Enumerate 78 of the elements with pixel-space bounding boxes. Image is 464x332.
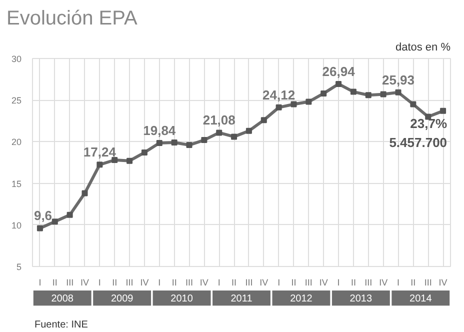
y-tick-label: 25 — [11, 96, 22, 106]
text: 2011 — [230, 294, 253, 305]
point — [395, 89, 402, 96]
point — [320, 90, 327, 96]
point — [410, 101, 416, 108]
point — [365, 92, 372, 98]
x-tick-label: I — [278, 278, 280, 288]
point — [350, 88, 356, 95]
x-tick-label: III — [245, 278, 253, 288]
point — [186, 142, 192, 148]
point — [52, 218, 58, 225]
y-tick-label: 5 — [16, 262, 22, 272]
data-label: 9,6 — [34, 208, 52, 224]
point — [246, 128, 252, 134]
x-tick-label: IV — [260, 278, 268, 288]
point — [336, 80, 342, 87]
y-tick-label: 30 — [11, 54, 22, 64]
text: 2014 — [410, 294, 432, 305]
point — [440, 108, 446, 114]
point — [201, 137, 208, 144]
x-tick-label: III — [424, 278, 432, 288]
x-tick-label: I — [397, 278, 400, 288]
point — [290, 101, 297, 108]
x-tick-label: I — [38, 278, 42, 288]
point — [260, 117, 267, 124]
point — [141, 150, 148, 156]
x-tick-label: II — [350, 278, 356, 288]
point — [126, 158, 133, 164]
x-tick-label: III — [364, 278, 372, 288]
x-tick-label: III — [126, 278, 134, 288]
x-tick-label: IV — [438, 278, 448, 288]
text: 2012 — [290, 294, 313, 305]
y-tick-label: 15 — [11, 178, 22, 189]
y-tick-label: 10 — [11, 220, 22, 230]
x-tick-label: II — [112, 278, 118, 288]
x-tick-label: II — [232, 278, 237, 288]
x-tick-label: IV — [80, 278, 90, 288]
x-tick-label: III — [304, 278, 312, 288]
x-tick-label: III — [186, 278, 194, 288]
text: 2010 — [170, 294, 194, 305]
y-tick-label: 20 — [11, 137, 22, 148]
x-tick-label: I — [337, 278, 340, 288]
point — [380, 91, 386, 98]
x-tick-label: I — [218, 278, 220, 288]
data-label: 17,24 — [83, 144, 117, 160]
x-tick-label: II — [410, 278, 416, 288]
x-tick-label: IV — [200, 278, 208, 288]
point — [171, 140, 178, 146]
x-tick-label: IV — [140, 278, 149, 288]
chart-title: Evolución EPA — [6, 8, 138, 30]
x-tick-label: II — [52, 278, 58, 288]
x-tick-label: IV — [319, 278, 328, 288]
x-tick-label: III — [66, 278, 74, 288]
point — [276, 104, 282, 110]
point — [156, 140, 162, 146]
source-note: Fuente: INE — [34, 320, 88, 330]
x-tick-label: I — [158, 278, 161, 288]
x-tick-label: II — [291, 278, 296, 288]
text: 2008 — [51, 294, 74, 305]
data-label: 24,12 — [262, 87, 296, 102]
point — [216, 130, 222, 136]
point — [231, 134, 238, 140]
point — [96, 162, 103, 168]
chart-subtitle: datos en % — [395, 42, 451, 54]
x-tick-label: I — [98, 278, 101, 288]
x-tick-label: IV — [379, 278, 388, 288]
data-label: 21,08 — [202, 112, 236, 128]
point — [66, 212, 73, 218]
x-tick-label: II — [172, 278, 177, 288]
point — [36, 225, 43, 232]
data-label: 26,94 — [322, 64, 356, 79]
data-label: 25,93 — [382, 72, 415, 88]
text: 2013 — [350, 294, 372, 305]
point — [82, 190, 88, 196]
data-label: 23,7% 5.457.700 — [389, 116, 448, 150]
text: 2009 — [110, 294, 134, 305]
point — [306, 98, 312, 105]
data-label: 19,84 — [143, 123, 176, 138]
